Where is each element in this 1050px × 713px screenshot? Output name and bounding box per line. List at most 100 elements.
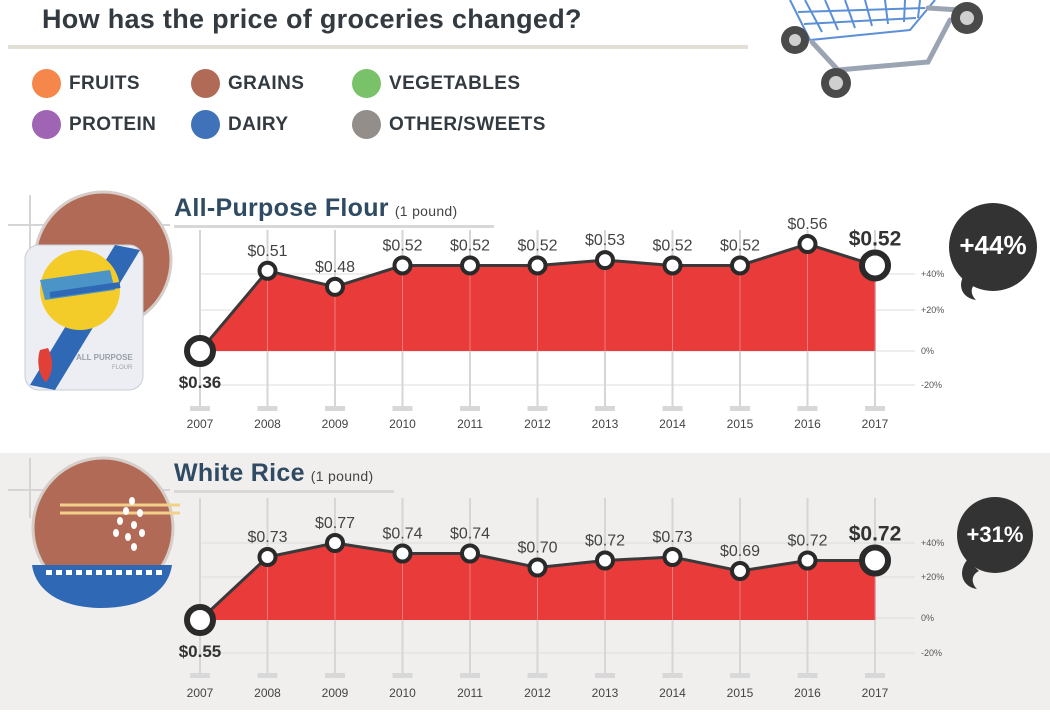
year-tick <box>257 406 278 411</box>
data-label: $0.77 <box>315 515 355 532</box>
data-label: $0.56 <box>787 216 827 233</box>
data-label: $0.52 <box>382 237 422 254</box>
year-tick <box>797 406 818 411</box>
data-label: $0.72 <box>849 523 902 546</box>
legend-label: DAIRY <box>228 113 289 135</box>
data-point <box>797 550 818 571</box>
data-point <box>859 544 891 577</box>
data-point <box>595 250 615 271</box>
y-tick-label: +20% <box>921 305 944 315</box>
data-point <box>662 547 683 567</box>
x-tick-label: 2013 <box>592 686 619 700</box>
x-tick-label: 2010 <box>389 417 416 431</box>
chart-panel-rice: $0.55 $0.73 $0.77 $0.74 $0.74 $0.70 $0.72 $0.73… <box>0 453 1050 710</box>
data-label: $0.72 <box>585 533 625 550</box>
change-badge-text: +44% <box>959 230 1027 260</box>
year-tick <box>325 406 345 411</box>
data-point <box>257 547 278 567</box>
x-tick-label: 2008 <box>254 417 281 431</box>
year-tick <box>595 673 615 678</box>
x-tick-label: 2008 <box>254 686 281 700</box>
chart-unit: (1 pound) <box>310 468 374 484</box>
data-point <box>797 234 818 255</box>
legend-item-fruits: FRUITS <box>32 69 140 98</box>
year-tick <box>865 673 885 678</box>
data-point <box>184 604 216 636</box>
legend-item-grains: GRAINS <box>191 69 304 98</box>
data-label: $0.70 <box>517 540 557 557</box>
chart-title-text: All-Purpose Flour <box>174 194 389 222</box>
year-tick <box>392 406 413 411</box>
legend-swatch-dairy <box>191 110 220 139</box>
legend-swatch-fruits <box>32 69 61 98</box>
data-label: $0.53 <box>585 232 625 249</box>
data-point <box>527 255 548 276</box>
year-tick <box>190 673 210 678</box>
x-tick-label: 2017 <box>862 686 889 700</box>
data-point <box>527 557 548 578</box>
change-badge <box>957 497 1033 589</box>
data-point <box>257 260 278 281</box>
legend-label: OTHER/SWEETS <box>389 113 546 135</box>
data-label: $0.52 <box>849 227 902 250</box>
flour-bag-illustration: ALL PURPOSE FLOUR <box>24 190 173 391</box>
year-tick <box>460 406 480 411</box>
chart-title: All-Purpose Flour (1 pound) <box>174 194 457 223</box>
y-tick-label: +20% <box>921 572 944 582</box>
y-tick-label: 0% <box>921 613 934 623</box>
data-label: $0.69 <box>720 543 760 560</box>
legend-label: VEGETABLES <box>389 72 521 94</box>
data-label: $0.36 <box>179 373 222 392</box>
x-tick-label: 2011 <box>457 417 483 431</box>
data-label: $0.52 <box>652 237 692 254</box>
data-point <box>859 249 891 282</box>
x-tick-label: 2016 <box>794 417 821 431</box>
x-tick-label: 2009 <box>322 686 349 700</box>
data-point <box>325 276 345 297</box>
data-label: $0.74 <box>382 526 422 543</box>
legend-label: FRUITS <box>69 72 141 94</box>
year-tick <box>662 406 683 411</box>
year-tick <box>257 673 278 678</box>
data-label: $0.52 <box>517 237 557 254</box>
chart-title-text: White Rice <box>174 459 305 487</box>
x-tick-label: 2014 <box>659 686 686 700</box>
x-tick-label: 2010 <box>389 686 416 700</box>
y-tick-label: -20% <box>921 648 942 658</box>
year-tick <box>797 673 818 678</box>
data-label: $0.51 <box>247 243 287 260</box>
x-tick-label: 2015 <box>727 417 754 431</box>
data-label: $0.73 <box>652 529 692 546</box>
legend-swatch-other-sweets <box>352 110 381 139</box>
data-label: $0.55 <box>179 642 222 661</box>
rice-bowl-illustration <box>31 456 180 608</box>
year-tick <box>527 673 548 678</box>
x-tick-label: 2014 <box>659 417 686 431</box>
x-tick-label: 2011 <box>457 686 483 700</box>
year-tick <box>190 406 210 411</box>
x-tick-label: 2009 <box>322 417 349 431</box>
x-tick-label: 2012 <box>524 686 551 700</box>
y-tick-label: -20% <box>921 380 942 390</box>
legend-label: GRAINS <box>228 72 305 94</box>
x-tick-label: 2016 <box>794 686 821 700</box>
data-label: $0.52 <box>720 237 760 254</box>
year-tick <box>460 673 480 678</box>
change-badge <box>949 203 1037 300</box>
year-tick <box>865 406 885 411</box>
year-tick <box>595 406 615 411</box>
year-tick <box>325 673 345 678</box>
data-point <box>325 533 345 553</box>
shopping-cart-icon <box>781 0 983 98</box>
data-point <box>662 255 683 276</box>
data-label: $0.52 <box>450 237 490 254</box>
data-point <box>184 335 216 367</box>
chart-title: White Rice (1 pound) <box>174 459 373 488</box>
data-label: $0.48 <box>315 259 355 276</box>
rice-chart: $0.55 $0.73 $0.77 $0.74 $0.74 $0.70 $0.72 $0.73… <box>8 456 944 700</box>
title-underline <box>174 225 494 228</box>
data-label: $0.73 <box>247 529 287 546</box>
flour-bag-text-1: ALL PURPOSE <box>76 353 133 362</box>
page-title: How has the price of groceries changed? <box>42 4 582 34</box>
title-underline <box>174 490 394 493</box>
